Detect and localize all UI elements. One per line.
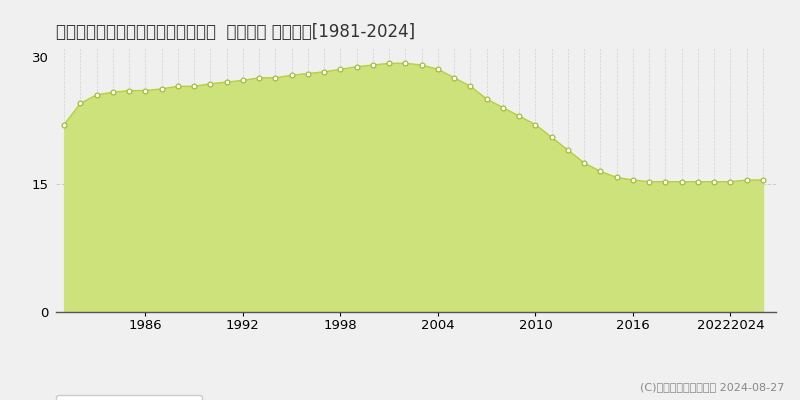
Text: 青森県青森市篠田１丁目２３番２１  地価公示 地価推移[1981-2024]: 青森県青森市篠田１丁目２３番２１ 地価公示 地価推移[1981-2024] <box>56 23 415 41</box>
Text: (C)土地価格ドットコム 2024-08-27: (C)土地価格ドットコム 2024-08-27 <box>640 382 784 392</box>
Legend: 地価公示 平均坪単価(万円/坪): 地価公示 平均坪単価(万円/坪) <box>56 395 202 400</box>
